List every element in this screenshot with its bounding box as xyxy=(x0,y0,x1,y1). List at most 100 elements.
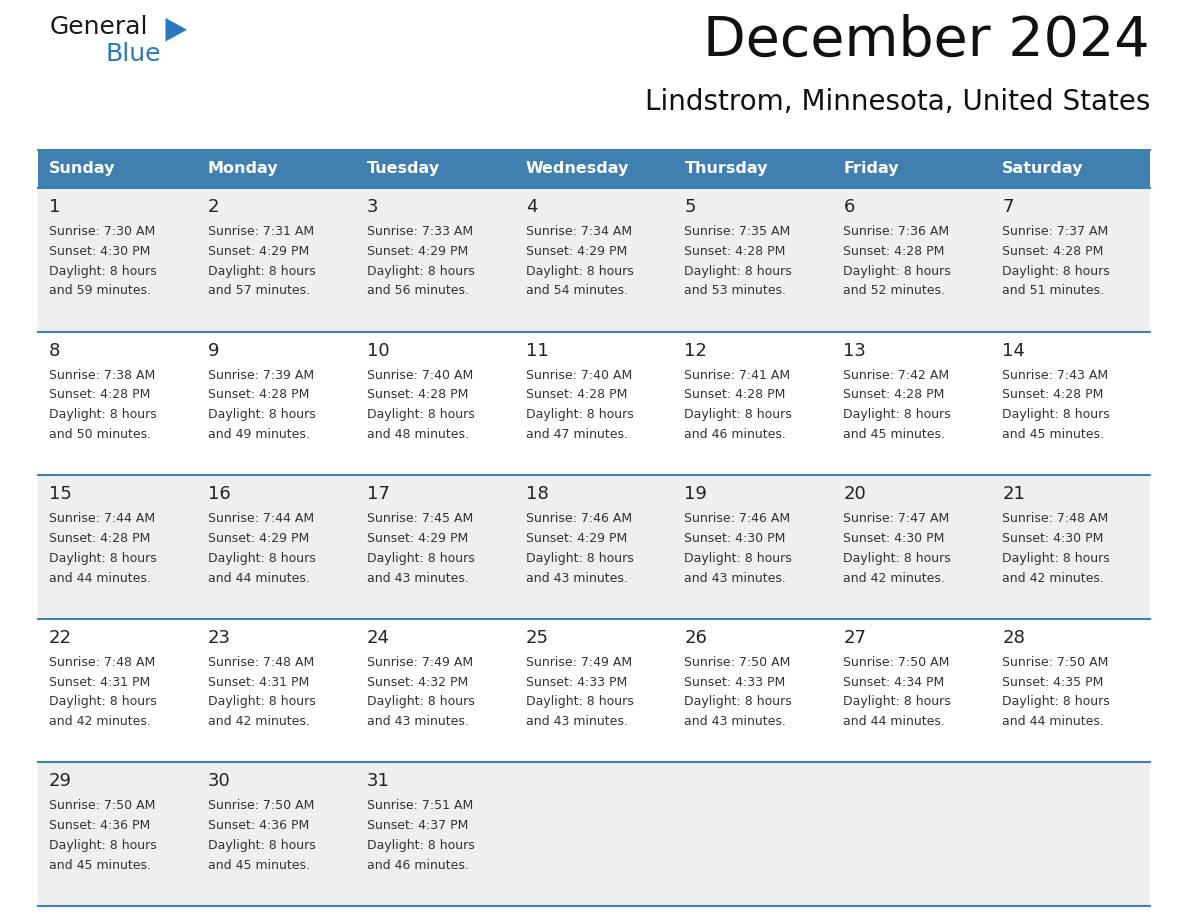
Text: Sunset: 4:36 PM: Sunset: 4:36 PM xyxy=(208,819,309,833)
Text: Sunset: 4:28 PM: Sunset: 4:28 PM xyxy=(208,388,309,401)
Text: Sunrise: 7:50 AM: Sunrise: 7:50 AM xyxy=(49,800,156,812)
Text: Sunrise: 7:40 AM: Sunrise: 7:40 AM xyxy=(525,369,632,382)
Text: Sunrise: 7:50 AM: Sunrise: 7:50 AM xyxy=(684,655,791,669)
Text: Sunset: 4:28 PM: Sunset: 4:28 PM xyxy=(49,532,151,545)
Text: Sunset: 4:28 PM: Sunset: 4:28 PM xyxy=(843,388,944,401)
Text: 27: 27 xyxy=(843,629,866,647)
Text: 2: 2 xyxy=(208,198,220,216)
Text: Sunrise: 7:39 AM: Sunrise: 7:39 AM xyxy=(208,369,314,382)
Text: December 2024: December 2024 xyxy=(703,14,1150,68)
Text: Sunset: 4:29 PM: Sunset: 4:29 PM xyxy=(525,245,627,258)
Text: Sunrise: 7:51 AM: Sunrise: 7:51 AM xyxy=(367,800,473,812)
Text: Tuesday: Tuesday xyxy=(367,162,440,176)
Text: and 45 minutes.: and 45 minutes. xyxy=(49,859,151,872)
Bar xyxy=(38,619,1150,763)
Text: Daylight: 8 hours: Daylight: 8 hours xyxy=(208,839,316,852)
Text: and 52 minutes.: and 52 minutes. xyxy=(843,285,946,297)
Text: Daylight: 8 hours: Daylight: 8 hours xyxy=(367,264,474,277)
Text: Sunrise: 7:35 AM: Sunrise: 7:35 AM xyxy=(684,225,791,238)
Text: Sunrise: 7:37 AM: Sunrise: 7:37 AM xyxy=(1003,225,1108,238)
Text: and 59 minutes.: and 59 minutes. xyxy=(49,285,151,297)
Text: Daylight: 8 hours: Daylight: 8 hours xyxy=(525,409,633,421)
Text: Sunset: 4:28 PM: Sunset: 4:28 PM xyxy=(367,388,468,401)
Text: Daylight: 8 hours: Daylight: 8 hours xyxy=(208,264,316,277)
Text: and 57 minutes.: and 57 minutes. xyxy=(208,285,310,297)
Text: Sunset: 4:31 PM: Sunset: 4:31 PM xyxy=(208,676,309,688)
Text: Daylight: 8 hours: Daylight: 8 hours xyxy=(843,409,952,421)
Text: Sunset: 4:29 PM: Sunset: 4:29 PM xyxy=(525,532,627,545)
Text: 23: 23 xyxy=(208,629,230,647)
Text: and 42 minutes.: and 42 minutes. xyxy=(1003,572,1104,585)
Text: Wednesday: Wednesday xyxy=(525,162,628,176)
Text: and 42 minutes.: and 42 minutes. xyxy=(843,572,946,585)
Text: 24: 24 xyxy=(367,629,390,647)
Text: Sunset: 4:32 PM: Sunset: 4:32 PM xyxy=(367,676,468,688)
Text: 3: 3 xyxy=(367,198,378,216)
Text: and 42 minutes.: and 42 minutes. xyxy=(208,715,310,728)
Text: Daylight: 8 hours: Daylight: 8 hours xyxy=(525,552,633,565)
Text: Daylight: 8 hours: Daylight: 8 hours xyxy=(684,552,792,565)
Text: Daylight: 8 hours: Daylight: 8 hours xyxy=(843,552,952,565)
Text: 21: 21 xyxy=(1003,486,1025,503)
Text: Sunrise: 7:46 AM: Sunrise: 7:46 AM xyxy=(525,512,632,525)
Bar xyxy=(38,763,1150,906)
Text: and 45 minutes.: and 45 minutes. xyxy=(208,859,310,872)
Text: Daylight: 8 hours: Daylight: 8 hours xyxy=(49,839,157,852)
Text: Sunrise: 7:45 AM: Sunrise: 7:45 AM xyxy=(367,512,473,525)
Text: and 45 minutes.: and 45 minutes. xyxy=(1003,428,1104,441)
Text: 19: 19 xyxy=(684,486,707,503)
Text: 29: 29 xyxy=(49,772,72,790)
Text: Sunrise: 7:44 AM: Sunrise: 7:44 AM xyxy=(208,512,314,525)
Text: Sunrise: 7:50 AM: Sunrise: 7:50 AM xyxy=(208,800,315,812)
Text: and 49 minutes.: and 49 minutes. xyxy=(208,428,310,441)
Text: Sunset: 4:28 PM: Sunset: 4:28 PM xyxy=(684,245,785,258)
Text: and 50 minutes.: and 50 minutes. xyxy=(49,428,151,441)
Text: Daylight: 8 hours: Daylight: 8 hours xyxy=(1003,696,1110,709)
Text: Daylight: 8 hours: Daylight: 8 hours xyxy=(367,409,474,421)
Text: Sunset: 4:36 PM: Sunset: 4:36 PM xyxy=(49,819,150,833)
Text: Daylight: 8 hours: Daylight: 8 hours xyxy=(1003,409,1110,421)
Text: and 43 minutes.: and 43 minutes. xyxy=(525,715,627,728)
Text: Sunset: 4:35 PM: Sunset: 4:35 PM xyxy=(1003,676,1104,688)
Text: Sunset: 4:33 PM: Sunset: 4:33 PM xyxy=(525,676,627,688)
Text: Sunset: 4:28 PM: Sunset: 4:28 PM xyxy=(843,245,944,258)
Text: Sunset: 4:37 PM: Sunset: 4:37 PM xyxy=(367,819,468,833)
Text: and 43 minutes.: and 43 minutes. xyxy=(525,572,627,585)
Text: and 42 minutes.: and 42 minutes. xyxy=(49,715,151,728)
Text: Sunrise: 7:33 AM: Sunrise: 7:33 AM xyxy=(367,225,473,238)
Text: 6: 6 xyxy=(843,198,854,216)
Text: 5: 5 xyxy=(684,198,696,216)
Text: 7: 7 xyxy=(1003,198,1013,216)
Text: Sunset: 4:31 PM: Sunset: 4:31 PM xyxy=(49,676,150,688)
Text: Sunrise: 7:48 AM: Sunrise: 7:48 AM xyxy=(208,655,314,669)
Text: Daylight: 8 hours: Daylight: 8 hours xyxy=(49,696,157,709)
Text: Sunset: 4:30 PM: Sunset: 4:30 PM xyxy=(49,245,151,258)
Text: Sunset: 4:29 PM: Sunset: 4:29 PM xyxy=(208,532,309,545)
Text: Sunrise: 7:36 AM: Sunrise: 7:36 AM xyxy=(843,225,949,238)
Text: 12: 12 xyxy=(684,341,707,360)
Text: Daylight: 8 hours: Daylight: 8 hours xyxy=(843,264,952,277)
Text: Daylight: 8 hours: Daylight: 8 hours xyxy=(208,409,316,421)
Text: Sunrise: 7:49 AM: Sunrise: 7:49 AM xyxy=(367,655,473,669)
Text: 15: 15 xyxy=(49,486,72,503)
Text: Sunrise: 7:43 AM: Sunrise: 7:43 AM xyxy=(1003,369,1108,382)
Text: Daylight: 8 hours: Daylight: 8 hours xyxy=(525,264,633,277)
Text: Sunrise: 7:40 AM: Sunrise: 7:40 AM xyxy=(367,369,473,382)
Text: and 43 minutes.: and 43 minutes. xyxy=(367,715,468,728)
Text: and 47 minutes.: and 47 minutes. xyxy=(525,428,627,441)
Text: 16: 16 xyxy=(208,486,230,503)
Text: Sunset: 4:28 PM: Sunset: 4:28 PM xyxy=(525,388,627,401)
Text: Saturday: Saturday xyxy=(1003,162,1083,176)
Text: and 44 minutes.: and 44 minutes. xyxy=(1003,715,1104,728)
Text: Daylight: 8 hours: Daylight: 8 hours xyxy=(208,696,316,709)
Text: 26: 26 xyxy=(684,629,707,647)
Text: and 46 minutes.: and 46 minutes. xyxy=(684,428,786,441)
Text: Lindstrom, Minnesota, United States: Lindstrom, Minnesota, United States xyxy=(645,88,1150,116)
Polygon shape xyxy=(165,18,187,41)
Text: Daylight: 8 hours: Daylight: 8 hours xyxy=(49,552,157,565)
Text: Sunset: 4:28 PM: Sunset: 4:28 PM xyxy=(49,388,151,401)
Text: and 45 minutes.: and 45 minutes. xyxy=(843,428,946,441)
Text: 9: 9 xyxy=(208,341,220,360)
Text: 4: 4 xyxy=(525,198,537,216)
Text: Sunrise: 7:48 AM: Sunrise: 7:48 AM xyxy=(49,655,156,669)
